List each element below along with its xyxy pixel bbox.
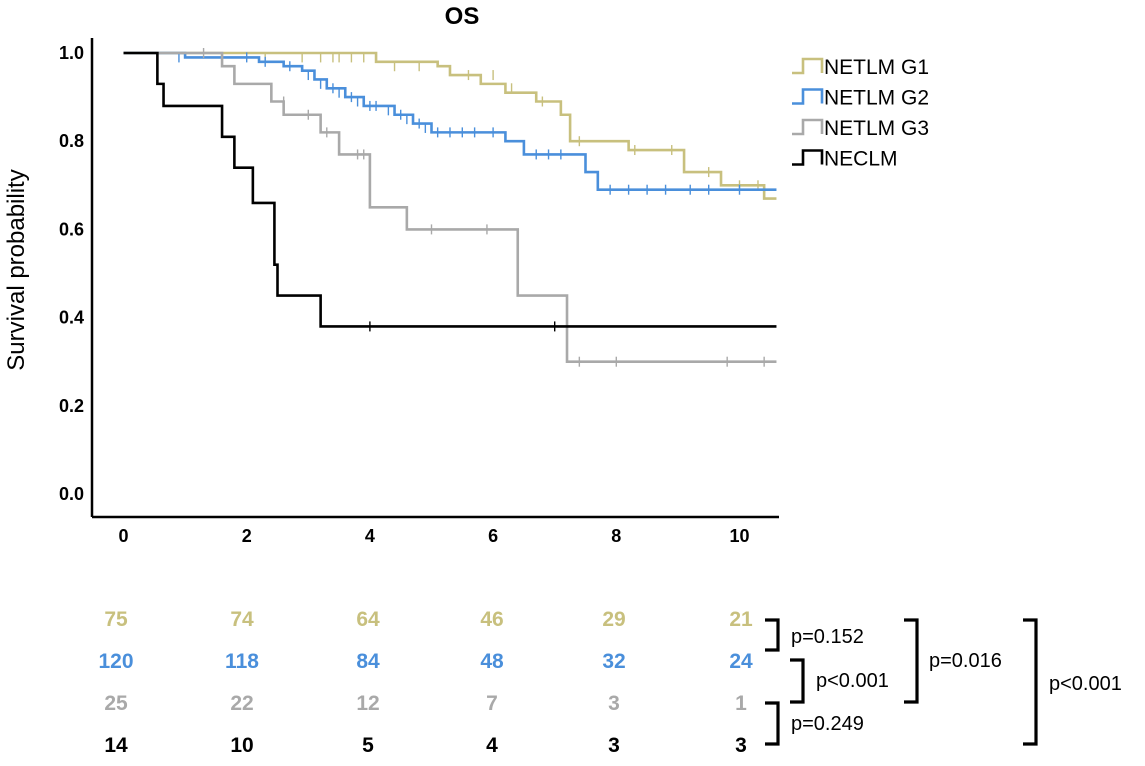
- at-risk-count: 3: [735, 734, 747, 757]
- y-tick-label: 0.2: [59, 396, 84, 416]
- at-risk-count: 5: [362, 734, 374, 757]
- y-tick-label: 1.0: [59, 43, 84, 63]
- legend-swatch: [792, 118, 824, 136]
- legend-label: NETLM G3: [824, 117, 929, 140]
- y-tick-label: 0.6: [59, 219, 84, 239]
- y-tick-label: 0.8: [59, 131, 84, 151]
- bracket-g3-neclm: [765, 701, 780, 746]
- at-risk-count: 74: [230, 608, 254, 631]
- risk-table: 75 74 64 46 29 21 120 118 84 48 32 24 25 22 12 7 3 1 14 10 5…: [98, 608, 753, 757]
- km-curve-netlm-g1: [123, 51, 777, 200]
- legend-swatch: [792, 88, 824, 105]
- at-risk-count: 7: [486, 692, 498, 715]
- x-tick-label: 10: [729, 526, 749, 546]
- legend-label: NETLM G2: [824, 87, 929, 110]
- y-tick-label: 0.0: [59, 484, 84, 504]
- x-tick-label: 2: [242, 526, 252, 546]
- at-risk-count: 84: [356, 650, 380, 673]
- legend-swatch: [792, 149, 824, 166]
- legend-swatch: [792, 57, 824, 75]
- at-risk-count: 24: [729, 650, 753, 673]
- x-tick-label: 6: [488, 526, 498, 546]
- at-risk-count: 3: [608, 734, 620, 757]
- at-risk-count: 25: [104, 692, 128, 715]
- x-tick-labels: 0 2 4 6 8 10: [118, 526, 749, 546]
- km-curve-neclm: [123, 51, 777, 328]
- legend-label: NECLM: [824, 148, 898, 171]
- at-risk-count: 64: [356, 608, 380, 631]
- bracket-g2-g3: [790, 658, 805, 704]
- at-risk-count: 32: [602, 650, 625, 673]
- at-risk-count: 3: [608, 692, 620, 715]
- bracket-g1-neclm: [1023, 618, 1038, 746]
- at-risk-count: 118: [225, 650, 259, 673]
- y-axis-label: Survival probability: [3, 169, 30, 370]
- p-value-label: p=0.152: [791, 626, 864, 648]
- km-curve-netlm-g2: [123, 51, 777, 192]
- x-tick-label: 4: [365, 526, 375, 546]
- p-value-label: p<0.001: [816, 670, 889, 692]
- x-tick-label: 8: [611, 526, 621, 546]
- km-curve-netlm-g3: [123, 51, 777, 363]
- at-risk-count: 22: [230, 692, 253, 715]
- chart-title: OS: [445, 3, 480, 30]
- at-risk-count: 29: [602, 608, 625, 631]
- p-value-label: p=0.249: [791, 713, 864, 735]
- at-risk-count: 4: [486, 734, 498, 757]
- survival-curves: [123, 48, 777, 367]
- x-tick-label: 0: [118, 526, 128, 546]
- y-tick-labels: 0.0 0.2 0.4 0.6 0.8 1.0: [59, 43, 84, 504]
- at-risk-count: 46: [480, 608, 503, 631]
- y-tick-label: 0.4: [59, 308, 84, 328]
- legend-label: NETLM G1: [824, 56, 929, 79]
- at-risk-count: 14: [104, 734, 128, 757]
- at-risk-count: 120: [98, 650, 133, 673]
- bracket-g1-g3: [904, 618, 919, 704]
- p-value-label: p=0.016: [929, 650, 1002, 672]
- at-risk-count: 75: [104, 608, 128, 631]
- at-risk-count: 10: [230, 734, 253, 757]
- bracket-g1-g2: [765, 618, 780, 652]
- legend: NETLM G1 NETLM G2 NETLM G3 NECLM: [792, 56, 929, 171]
- at-risk-count: 21: [729, 608, 753, 631]
- at-risk-count: 48: [480, 650, 504, 673]
- at-risk-count: 1: [735, 692, 747, 715]
- p-value-label: p<0.001: [1049, 673, 1122, 695]
- p-value-brackets: p=0.152 p<0.001 p=0.249 p=0.016 p<0.001: [765, 618, 1122, 746]
- at-risk-count: 12: [356, 692, 379, 715]
